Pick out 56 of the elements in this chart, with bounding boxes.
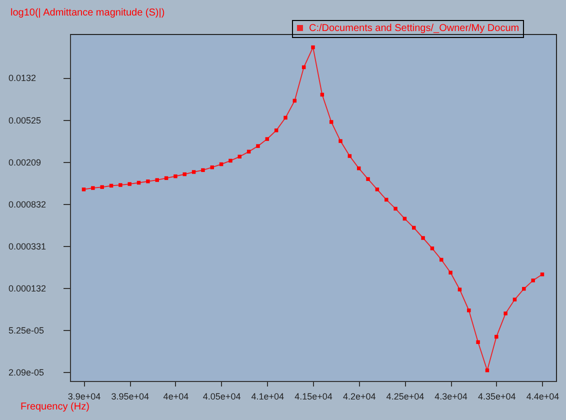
y-axis-title: log10(| Admittance magnitude (S)|)	[10, 8, 165, 18]
point	[238, 154, 242, 158]
point	[128, 182, 132, 186]
point	[494, 334, 498, 339]
x-tick-label: 4.4e+04	[526, 392, 560, 402]
point	[192, 170, 196, 174]
point	[311, 45, 315, 50]
y-tick-label: 0.00209	[8, 157, 42, 168]
point	[118, 183, 122, 187]
point	[421, 236, 425, 240]
x-tick-label: 4.05e+04	[202, 392, 241, 402]
point	[348, 154, 352, 158]
point	[100, 185, 104, 189]
point	[228, 158, 232, 163]
x-tick-label: 4.25e+04	[386, 392, 424, 402]
x-tick-label: 3.95e+04	[111, 392, 149, 402]
point	[448, 270, 452, 274]
y-tick-label: 0.000331	[8, 241, 46, 252]
point	[531, 278, 535, 282]
x-tick-label: 4.3e+04	[434, 392, 468, 402]
point	[430, 246, 434, 250]
point	[467, 308, 471, 312]
point	[522, 286, 526, 291]
y-tick-label: 2.09e-05	[8, 367, 44, 378]
y-tick-label: 0.000132	[8, 283, 46, 294]
point	[394, 206, 398, 211]
point	[375, 188, 380, 192]
point	[458, 288, 462, 292]
x-tick-label: 4.15e+04	[294, 392, 332, 402]
point	[256, 144, 260, 148]
y-tick-label: 0.000832	[8, 199, 46, 210]
point	[338, 139, 342, 143]
y-tick-label: 5.25e-05	[8, 325, 44, 336]
x-tick-label: 4e+04	[163, 392, 189, 402]
point	[329, 120, 334, 124]
point	[504, 312, 508, 316]
x-tick-label: 3.9e+04	[68, 392, 101, 402]
point	[82, 188, 86, 192]
point	[174, 174, 178, 178]
point	[284, 116, 288, 120]
x-tick-label: 4.1e+04	[251, 392, 284, 402]
point	[476, 340, 480, 344]
y-tick-label: 0.0132	[8, 73, 36, 84]
point	[146, 180, 150, 184]
legend-label: C:/Documents and Settings/_Owner/My Docum	[309, 23, 520, 34]
point	[540, 272, 544, 276]
y-tick-label: 0.00525	[8, 115, 42, 126]
x-tick-label: 4.2e+04	[342, 392, 376, 402]
point	[91, 186, 95, 190]
point	[155, 178, 159, 182]
point	[512, 298, 517, 302]
point	[201, 168, 205, 172]
point	[366, 177, 370, 181]
x-axis-title: Frequency (Hz)	[20, 402, 90, 412]
point	[265, 137, 270, 141]
x-tick-label: 4.35e+04	[478, 392, 516, 402]
